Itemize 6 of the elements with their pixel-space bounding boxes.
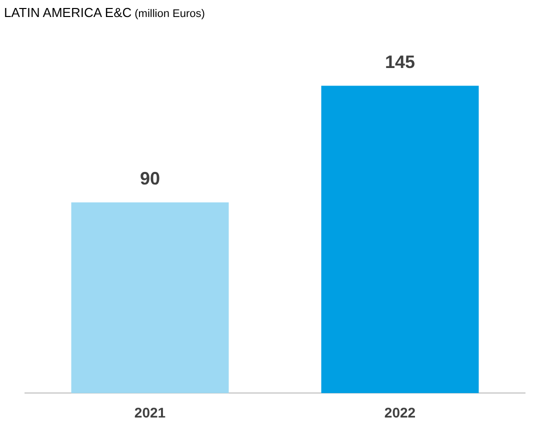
chart-subtitle: (million Euros) <box>134 8 205 20</box>
x-tick-label: 2021 <box>134 404 166 420</box>
data-label: 90 <box>140 168 160 188</box>
data-label: 145 <box>384 52 416 72</box>
x-tick-label: 2022 <box>384 404 416 420</box>
chart-title: LATIN AMERICA E&C <box>4 5 132 20</box>
